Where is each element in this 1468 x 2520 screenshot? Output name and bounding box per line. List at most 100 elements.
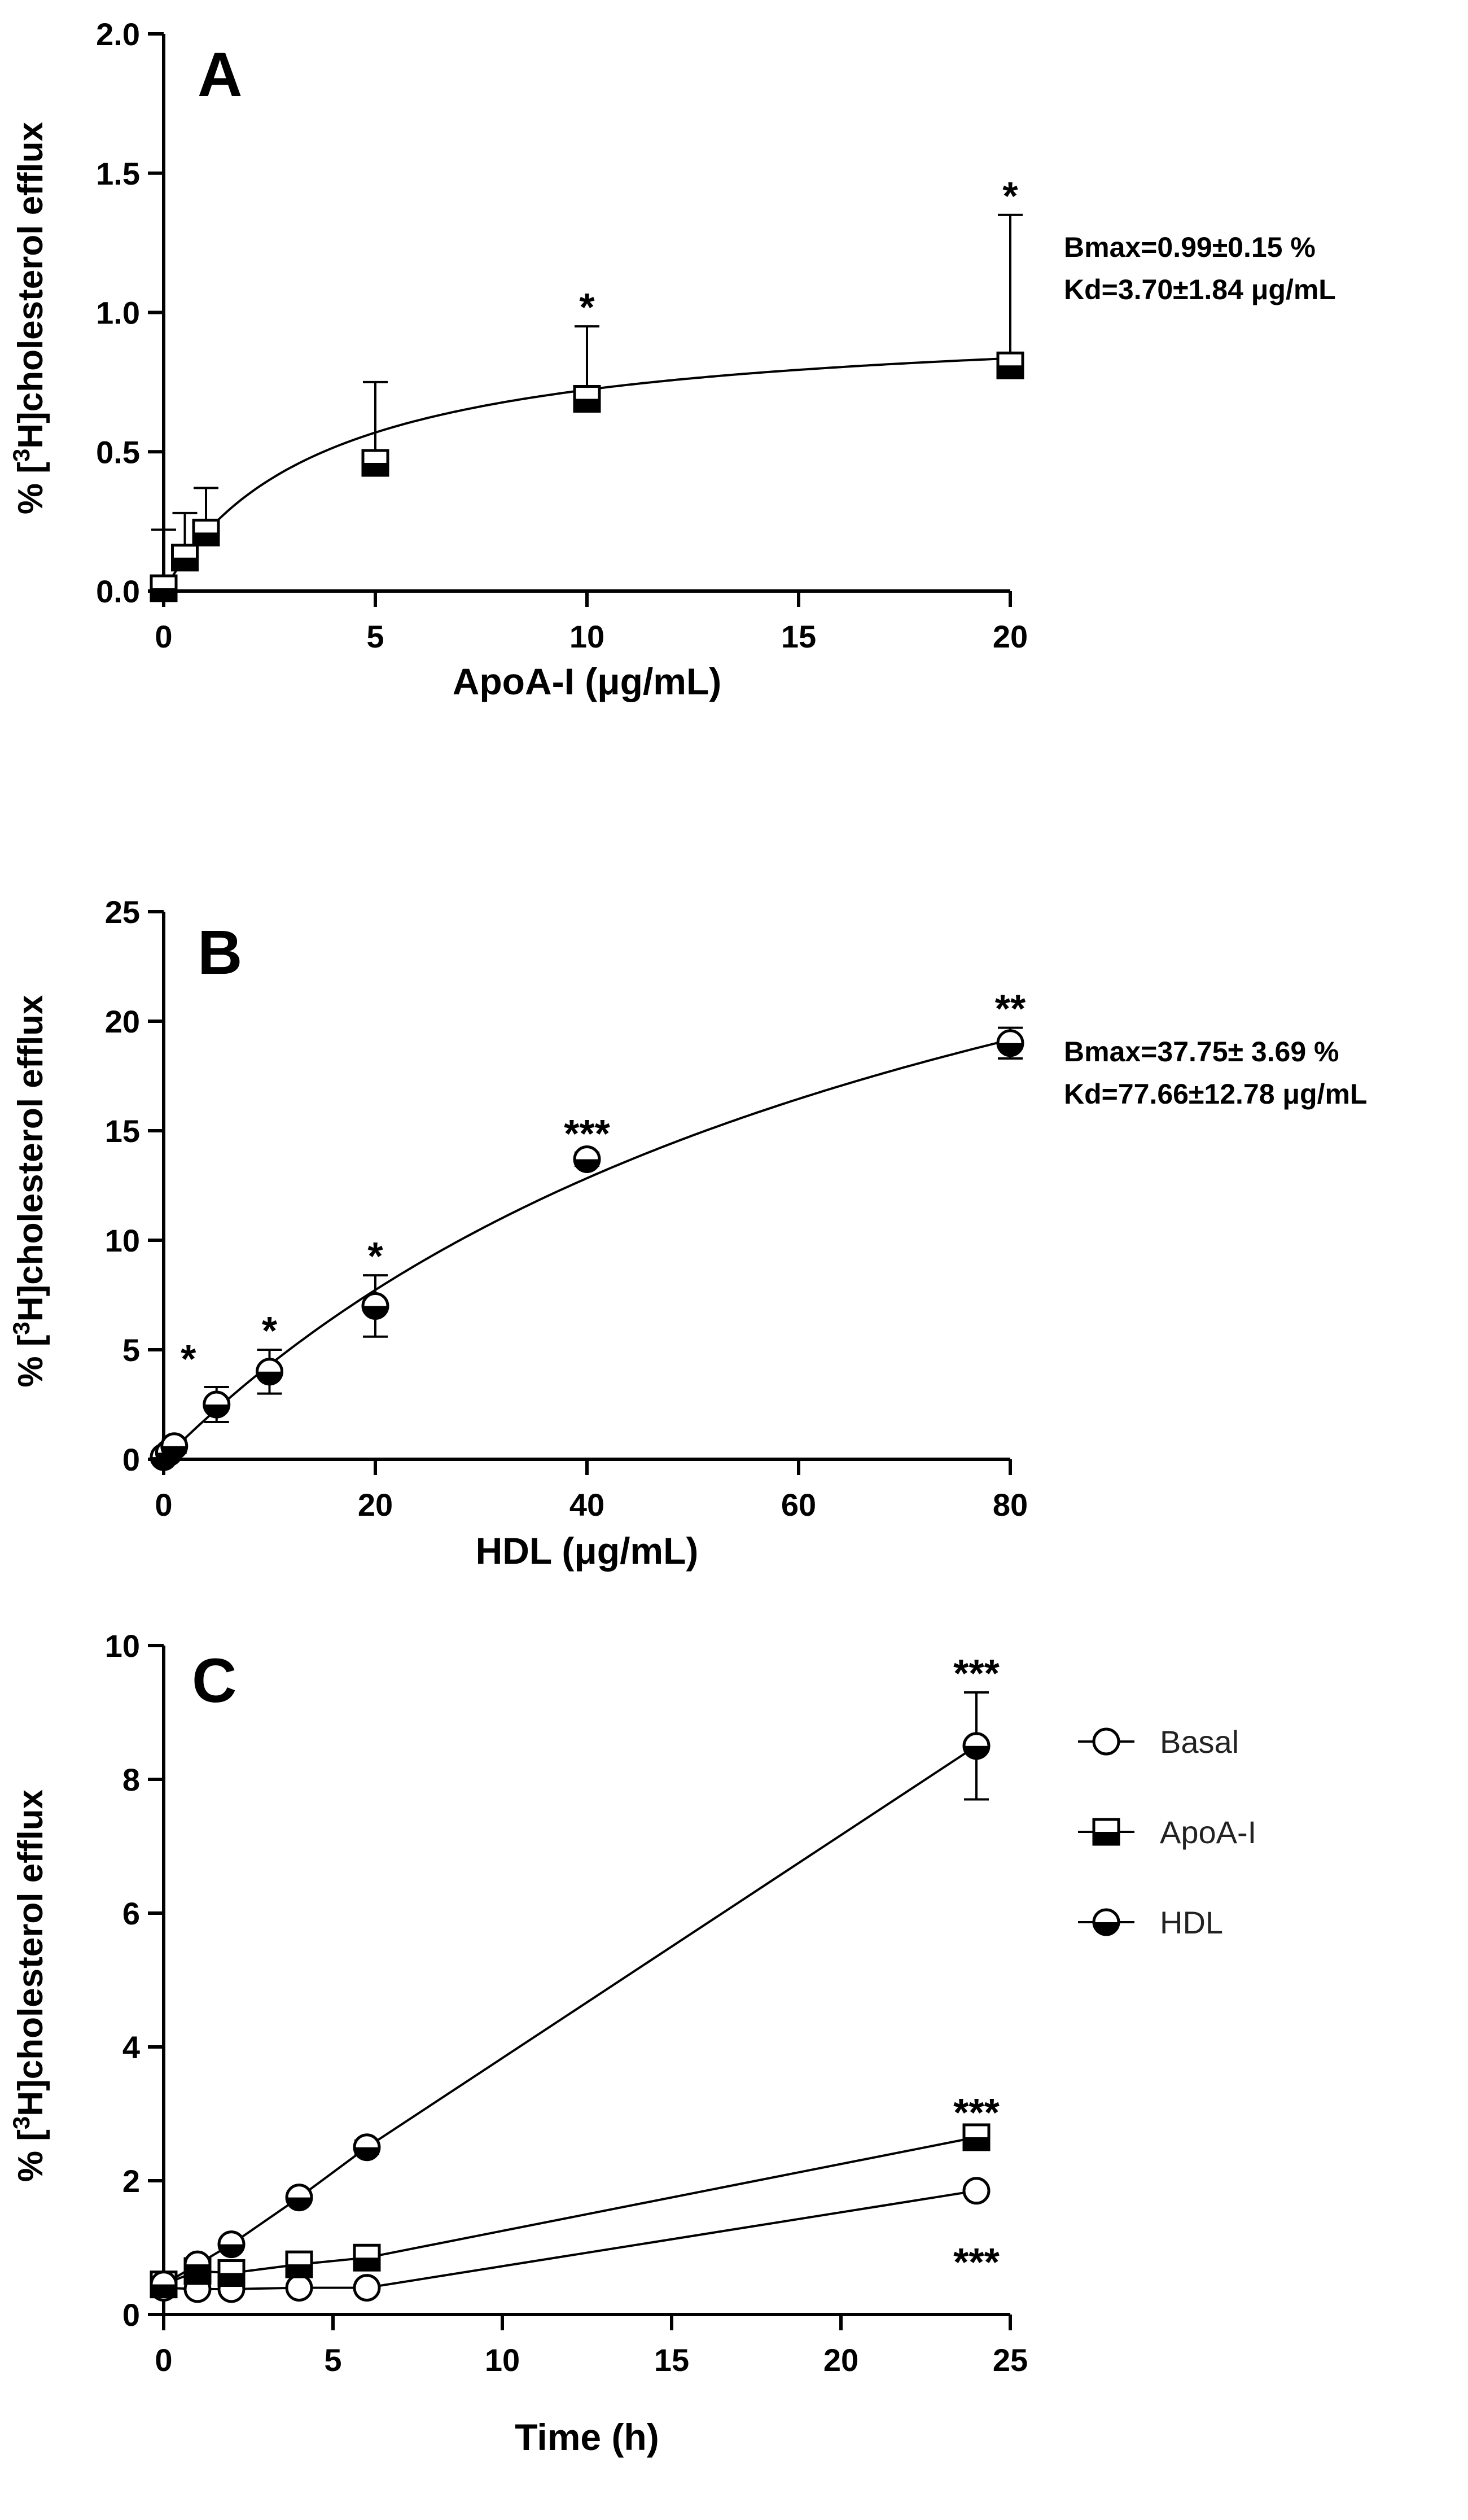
marker-fill — [1094, 1832, 1119, 1844]
significance-star: * — [367, 1234, 383, 1278]
y-axis-label: % [3H]cholesterol efflux — [8, 1789, 51, 2182]
legend-label: ApoA-I — [1160, 1814, 1256, 1850]
y-tick-label: 1.5 — [96, 156, 140, 191]
panel-letter: B — [198, 918, 242, 987]
legend-item-hdl: HDL — [1078, 1905, 1223, 1940]
y-tick-label: 10 — [105, 1628, 140, 1664]
data-point-apoa-i — [171, 544, 199, 572]
data-point-hdl — [160, 1432, 189, 1460]
panel-letter: C — [192, 1646, 236, 1716]
series-line-hdl — [163, 1745, 978, 2286]
x-tick-label: 80 — [993, 1487, 1028, 1523]
x-tick-label: 5 — [366, 619, 384, 654]
data-point-apoa-i — [217, 2259, 246, 2287]
y-label-part: % [ — [11, 1335, 50, 1388]
x-tick-label: 25 — [993, 2342, 1028, 2378]
marker-fill — [151, 2284, 176, 2297]
panel-b-chart: 0 5 10 15 20 25 0 20 40 60 80 HDL (μg/mL) % [3H]chol… — [8, 894, 1368, 1572]
data-point-basal — [285, 2274, 313, 2302]
legend-marker — [1092, 1908, 1120, 1936]
y-label-part: % [ — [11, 2129, 50, 2182]
marker-fill — [287, 2264, 312, 2277]
y-label-superscript: 3 — [8, 2116, 34, 2129]
x-tick-label: 20 — [358, 1487, 393, 1523]
significance-star: ** — [995, 987, 1026, 1031]
marker-fill — [257, 1371, 282, 1384]
data-point-apoa-i — [573, 384, 601, 413]
significance-star: * — [1002, 174, 1018, 218]
marker-fill — [998, 1043, 1023, 1056]
significance-star: *** — [564, 1112, 610, 1156]
significance-star: * — [579, 285, 595, 329]
fit-curve — [163, 1038, 1011, 1460]
marker-fill — [964, 2137, 989, 2150]
x-tick-label: 20 — [823, 2342, 858, 2378]
data-point-apoa-i — [996, 351, 1024, 379]
x-axis-label: HDL (μg/mL) — [476, 1530, 699, 1572]
y-label-superscript: 3 — [8, 449, 34, 462]
x-tick-label: 5 — [324, 2342, 341, 2378]
marker-fill — [363, 1306, 388, 1319]
y-tick-label: 4 — [122, 2029, 140, 2065]
x-tick-label: 0 — [155, 619, 172, 654]
marker-shape — [353, 2274, 381, 2302]
data-point-basal — [962, 2177, 991, 2205]
data-point-hdl — [217, 2230, 246, 2259]
x-axis-label: ApoA-I (μg/mL) — [453, 660, 722, 702]
marker-fill — [287, 2197, 312, 2210]
data-point-hdl — [150, 2270, 178, 2299]
marker-fill — [151, 588, 176, 601]
marker-fill — [998, 365, 1023, 378]
marker-fill — [363, 462, 388, 475]
y-tick-label: 20 — [105, 1004, 140, 1039]
significance-star: *** — [953, 2090, 1000, 2134]
data-point-hdl — [353, 2133, 381, 2162]
data-point-apoa-i — [285, 2250, 313, 2278]
x-tick-label: 20 — [993, 619, 1028, 654]
y-tick-label: 1.0 — [96, 295, 140, 331]
marker-fill — [219, 2244, 244, 2257]
significance-star: *** — [953, 2240, 1000, 2284]
y-axis-label: % [3H]cholesterol efflux — [8, 121, 51, 514]
y-tick-label: 0.0 — [96, 574, 140, 609]
data-point-hdl — [285, 2184, 313, 2212]
y-tick-label: 25 — [105, 894, 140, 930]
data-point-apoa-i — [962, 2123, 991, 2151]
y-label-part: H]cholesterol efflux — [11, 995, 50, 1322]
legend-label: Basal — [1160, 1724, 1239, 1760]
data-point-apoa-i — [192, 518, 220, 546]
y-tick-label: 2.0 — [96, 16, 140, 52]
panel-c-chart: 0 2 4 6 8 10 0 5 10 15 20 25 Time (h) % [3H]cholester… — [8, 1628, 1257, 2458]
marker-shape — [285, 2274, 313, 2302]
y-label-part: H]cholesterol efflux — [11, 1789, 50, 2116]
legend-marker — [1092, 1818, 1120, 1846]
x-tick-label: 15 — [781, 619, 816, 654]
data-point-hdl — [183, 2250, 212, 2278]
y-tick-label: 8 — [122, 1762, 140, 1797]
significance-star: *** — [953, 1651, 1000, 1695]
marker-fill — [219, 2273, 244, 2286]
y-tick-label: 0.5 — [96, 434, 140, 470]
data-point-hdl — [573, 1145, 601, 1173]
legend-item-basal: Basal — [1078, 1724, 1239, 1760]
x-axis-label: Time (h) — [515, 2416, 659, 2458]
x-tick-label: 15 — [654, 2342, 689, 2378]
x-tick-label: 60 — [781, 1487, 816, 1523]
x-tick-label: 40 — [569, 1487, 604, 1523]
marker-fill — [194, 532, 218, 545]
marker-fill — [185, 2264, 210, 2277]
x-tick-label: 10 — [569, 619, 604, 654]
marker-fill — [1094, 1922, 1119, 1935]
marker-fill — [354, 2258, 379, 2270]
y-tick-label: 10 — [105, 1223, 140, 1258]
marker-fill — [575, 399, 599, 412]
legend-item-apoa-i: ApoA-I — [1078, 1814, 1256, 1850]
significance-star: * — [181, 1337, 196, 1381]
data-point-hdl — [962, 1732, 991, 1760]
data-point-hdl — [996, 1029, 1024, 1057]
y-tick-label: 15 — [105, 1113, 140, 1149]
x-tick-label: 10 — [485, 2342, 520, 2378]
y-label-part: H]cholesterol efflux — [11, 121, 50, 448]
y-tick-label: 6 — [122, 1896, 140, 1931]
